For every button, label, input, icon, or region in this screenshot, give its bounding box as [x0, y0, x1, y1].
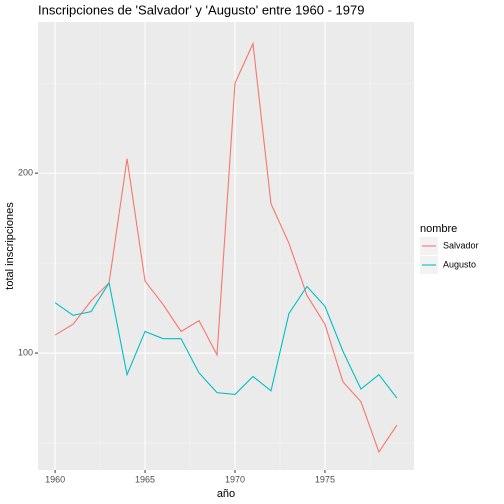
- legend-label: Salvador: [443, 240, 479, 250]
- plot-panel: [38, 22, 414, 470]
- y-axis-title: total inscripciones: [4, 202, 16, 290]
- x-tick-label: 1975: [315, 474, 335, 484]
- line-series: [54, 41, 398, 454]
- x-tick-label: 1965: [135, 474, 155, 484]
- x-tick-label: 1970: [225, 474, 245, 484]
- y-tick-label: 100: [18, 347, 33, 357]
- y-tick-label: 200: [18, 168, 33, 178]
- legend-label: Augusto: [443, 259, 476, 269]
- legend-title: nombre: [420, 223, 457, 235]
- chart-title: Inscripciones de 'Salvador' y 'Augusto' …: [38, 2, 364, 17]
- x-tick-label: 1960: [45, 474, 65, 484]
- line-series: [54, 281, 398, 399]
- x-axis-title: año: [217, 488, 235, 500]
